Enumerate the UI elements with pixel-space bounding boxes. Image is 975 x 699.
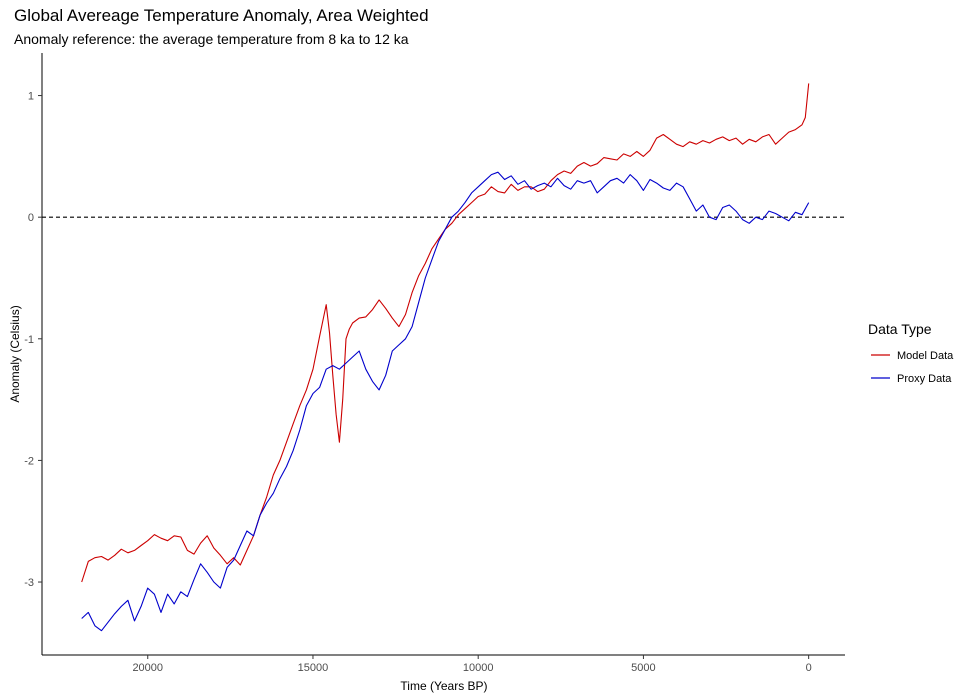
chart-title: Global Avereage Temperature Anomaly, Are… [14,6,429,25]
chart-subtitle: Anomaly reference: the average temperatu… [14,31,409,47]
x-tick-label: 20000 [132,662,163,674]
series-line-model-data [81,83,810,583]
legend-label-model-data: Model Data [897,350,954,362]
y-tick-label: -3 [24,577,34,589]
legend-title: Data Type [868,321,932,337]
legend-label-proxy-data: Proxy Data [897,373,952,385]
y-tick-label: 0 [28,212,34,224]
y-tick-label: -1 [24,334,34,346]
x-axis-title: Time (Years BP) [400,679,487,693]
y-axis-title: Anomaly (Celsius) [8,305,22,402]
plot-area [42,83,845,632]
legend: Data Type Model Data Proxy Data [868,321,954,385]
y-tick-label: 1 [28,91,34,103]
x-tick-label: 5000 [631,662,655,674]
y-tick-label: -2 [24,455,34,467]
x-tick-label: 0 [806,662,812,674]
series-line-proxy-data [81,171,810,632]
axes: 1 0 -1 -2 -3 20000 15000 10000 5000 0 [24,53,845,674]
x-tick-label: 10000 [463,662,494,674]
x-tick-label: 15000 [298,662,329,674]
